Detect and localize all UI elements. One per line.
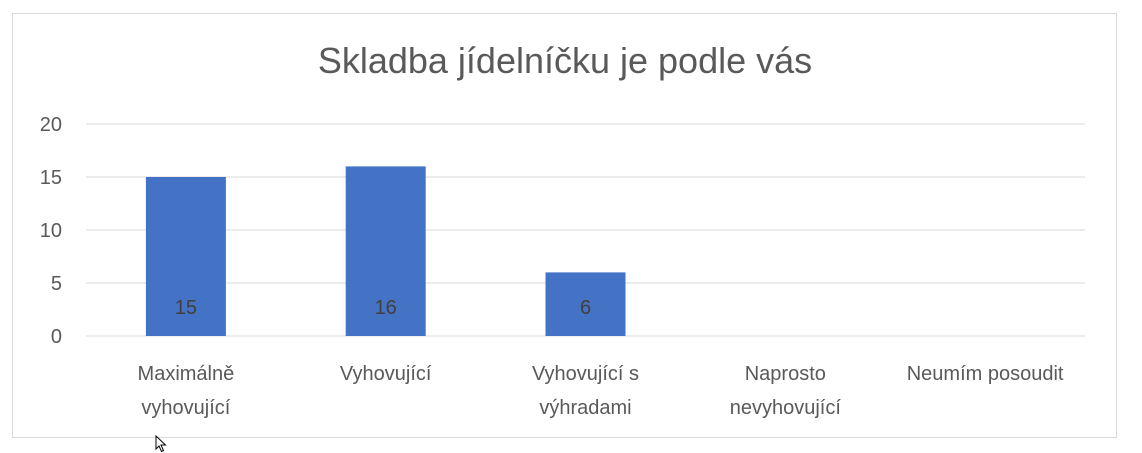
x-tick-label: Neumím posoudit [907,363,1064,385]
data-label: 6 [580,297,591,319]
x-tick-label-line: výhradami [539,397,631,419]
bars [145,166,626,336]
chart-title: Skladba jídelníčku je podle vás [317,40,813,81]
x-tick-label: Vyhovující s výhradami [532,363,639,419]
data-labels: 15 16 6 [175,297,591,319]
x-tick-label-line: nevyhovující [730,397,842,419]
bar [345,166,426,336]
mouse-pointer-icon [155,435,167,453]
y-tick-label: 0 [51,326,62,348]
x-tick-label-line: Vyhovující s [532,363,639,385]
x-tick-label: Naprosto nevyhovující [730,363,842,419]
data-label: 15 [175,297,197,319]
y-tick-label: 10 [40,220,62,242]
x-tick-label-line: vyhovující [141,397,230,419]
y-tick-label: 15 [40,167,62,189]
data-label: 16 [375,297,397,319]
x-tick-label-line: Neumím posoudit [907,363,1064,385]
x-tick-label-line: Maximálně [138,363,235,385]
y-tick-label: 20 [40,114,62,136]
y-axis-ticks: 0 5 10 15 20 [40,114,62,348]
x-tick-label: Maximálně vyhovující [138,363,235,419]
x-axis-ticks: Maximálně vyhovující Vyhovující Vyhovující … [138,363,1064,419]
x-tick-label: Vyhovující [340,363,432,385]
y-tick-label: 5 [51,273,62,295]
x-tick-label-line: Naprosto [745,363,826,385]
x-tick-label-line: Vyhovující [340,363,432,385]
bar [545,272,626,336]
bar [145,177,226,336]
